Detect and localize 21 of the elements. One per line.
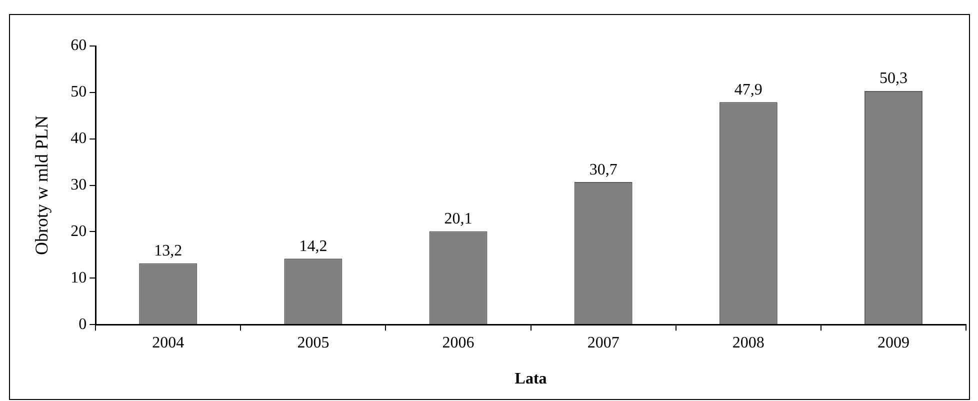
data-label: 20,1: [444, 210, 472, 228]
y-tick-label: 10: [70, 269, 87, 286]
y-tick-label: 50: [70, 84, 87, 101]
data-label: 14,2: [299, 238, 328, 255]
data-label: 47,9: [734, 81, 762, 98]
data-label: 30,7: [589, 161, 618, 178]
y-tick-label: 0: [78, 316, 87, 333]
y-tick-label: 20: [70, 222, 87, 240]
x-tick-label: 2005: [297, 334, 330, 352]
y-tick-label: 30: [70, 176, 87, 194]
x-axis-title: Lata: [514, 370, 547, 388]
x-tick-label: 2007: [587, 334, 620, 352]
y-tick-label: 60: [70, 37, 87, 54]
data-label: 50,3: [879, 70, 908, 88]
x-tick-label: 2006: [442, 334, 474, 352]
y-tick-label: 40: [70, 130, 87, 148]
x-tick-label: 2008: [732, 334, 764, 352]
x-tick-label: 2009: [877, 334, 910, 352]
y-axis-title: Obroty w mld PLN: [32, 116, 52, 256]
data-label: 13,2: [154, 242, 182, 260]
x-tick-label: 2004: [152, 334, 184, 352]
